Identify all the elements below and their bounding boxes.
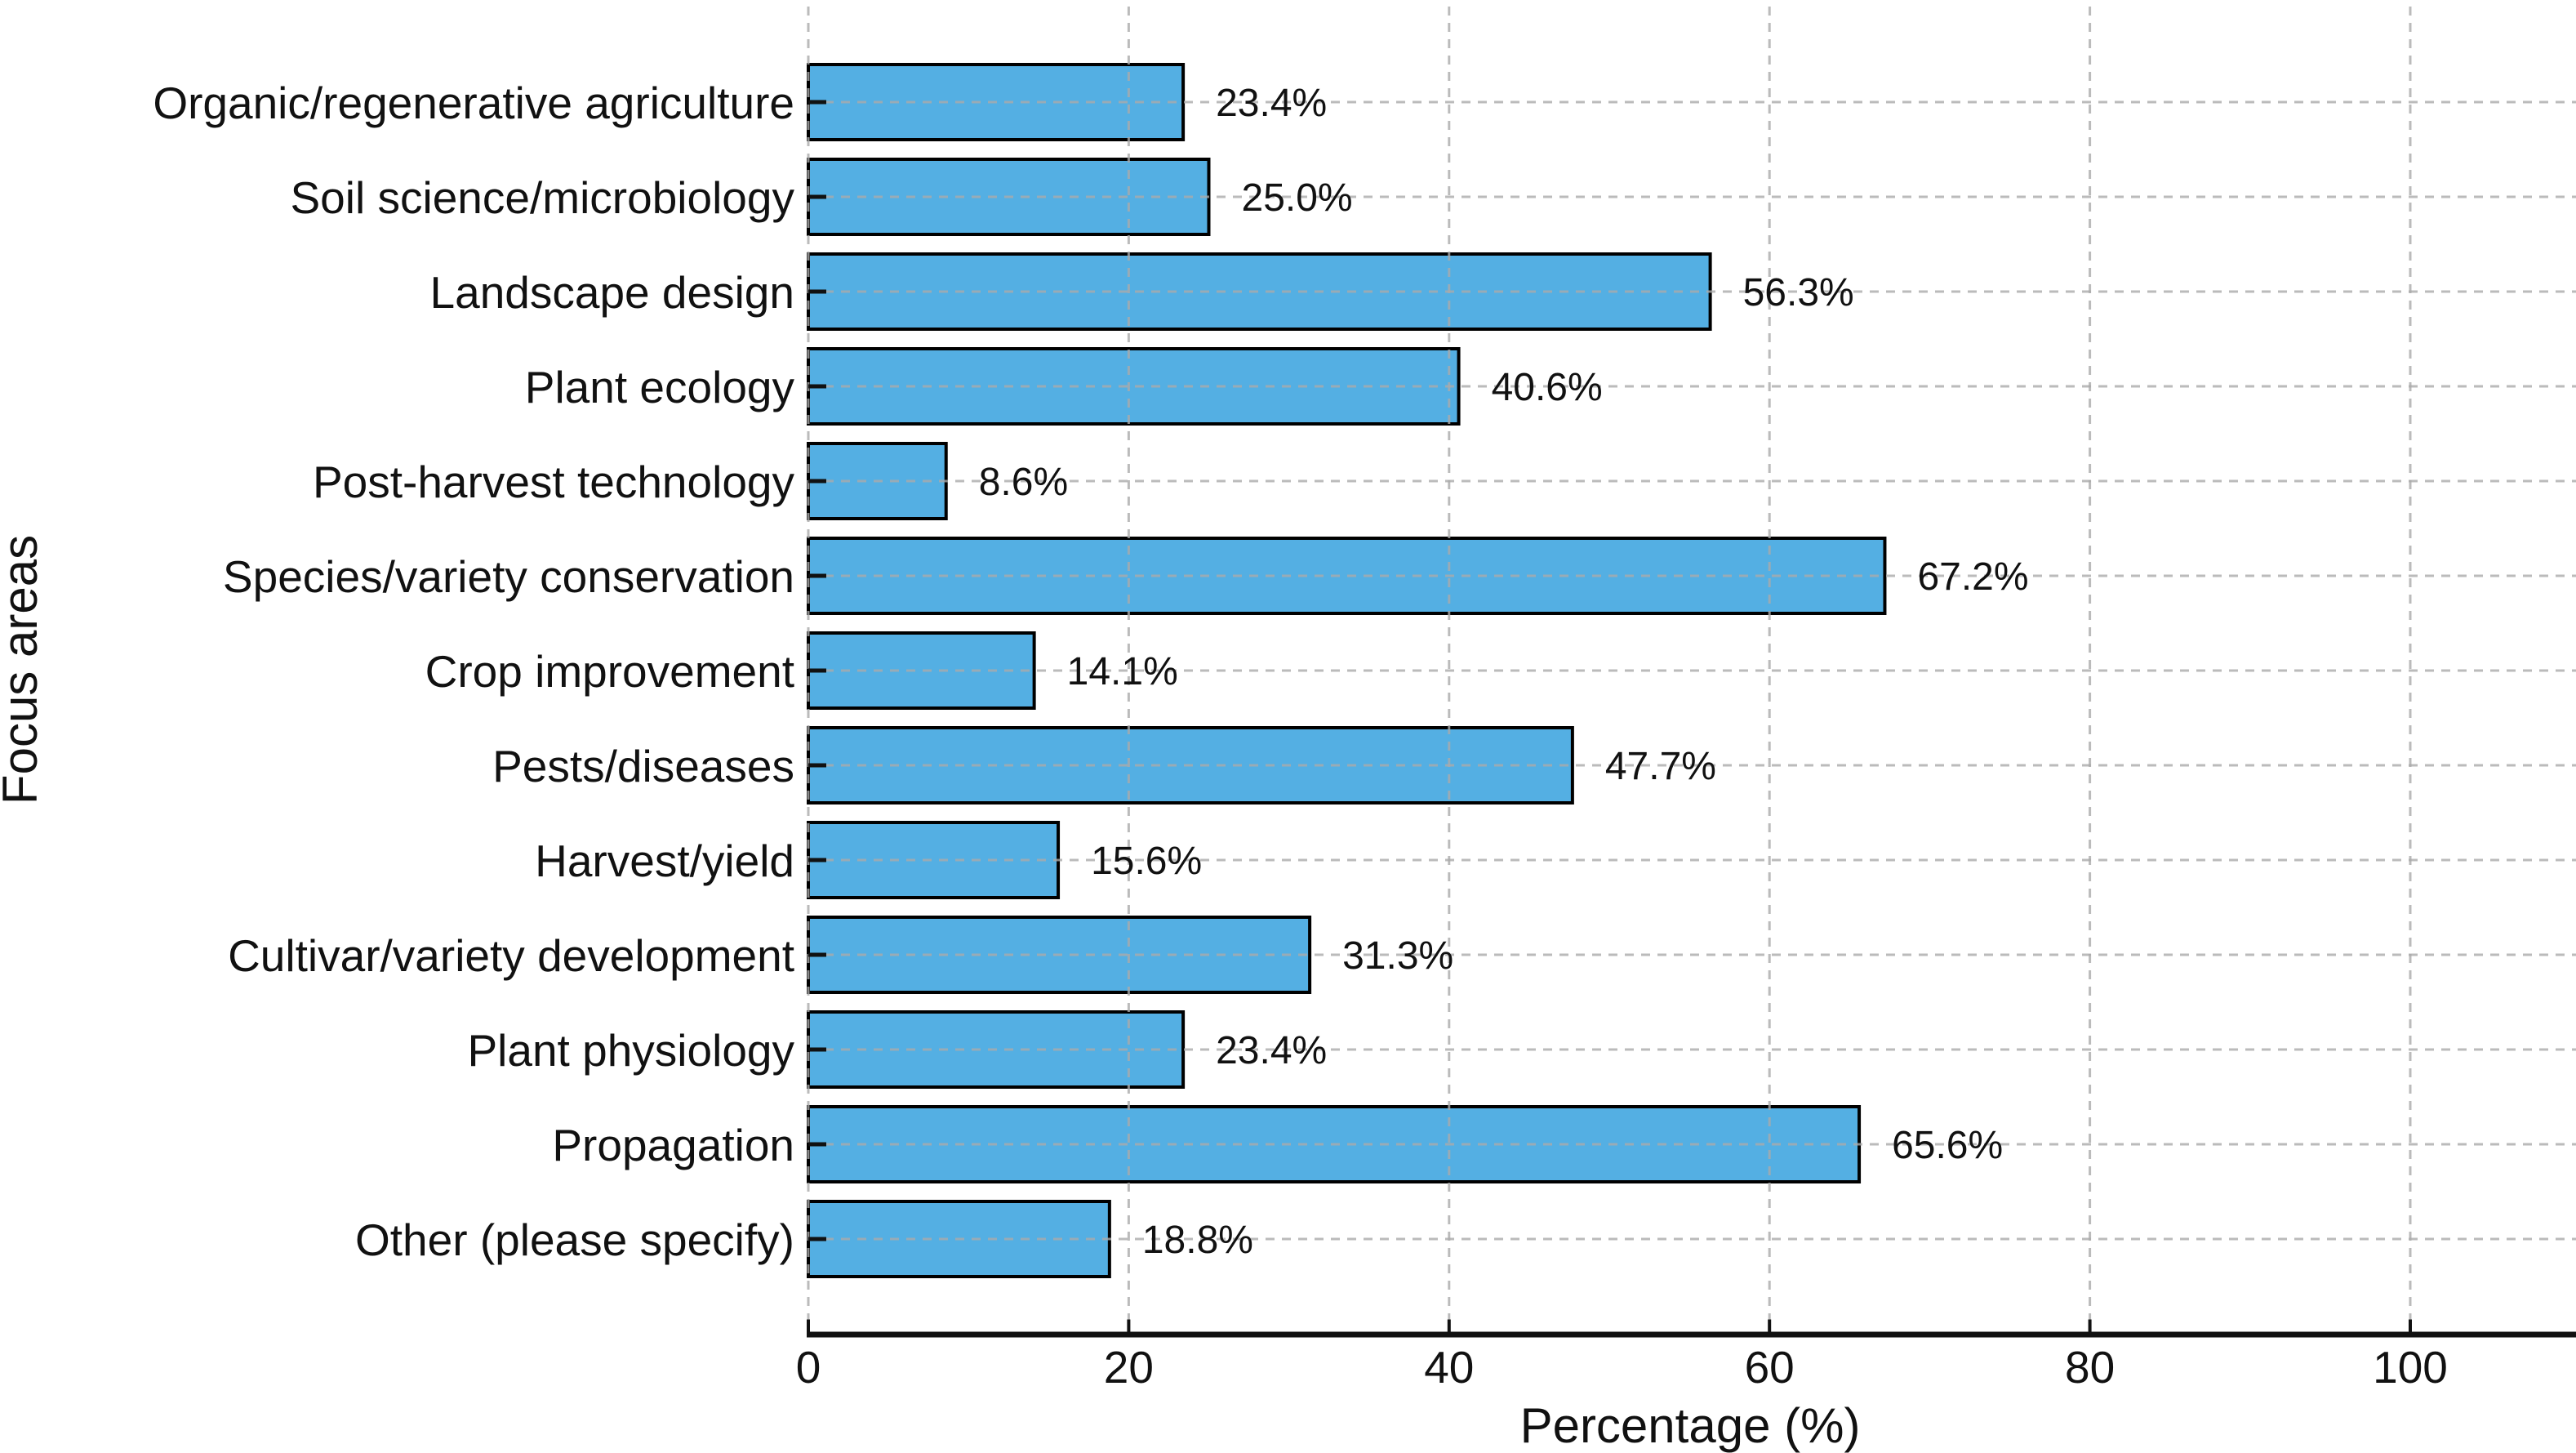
x-tick-label: 40 xyxy=(1424,1342,1474,1393)
bar-value-label: 31.3% xyxy=(1342,934,1453,978)
category-label: Organic/regenerative agriculture xyxy=(153,78,794,128)
x-tick-label: 100 xyxy=(2373,1342,2448,1393)
category-label: Propagation xyxy=(552,1120,794,1170)
bar-value-label: 67.2% xyxy=(1917,555,2028,599)
bar-value-label: 15.6% xyxy=(1091,840,1202,883)
bar-value-label: 18.8% xyxy=(1142,1219,1253,1262)
category-label: Plant ecology xyxy=(525,362,795,412)
axis-layer xyxy=(807,100,2576,1338)
category-label: Crop improvement xyxy=(425,646,794,697)
bar-value-label: 56.3% xyxy=(1743,271,1854,314)
labels-layer: Organic/regenerative agriculture 23.4% Soi… xyxy=(153,78,2448,1393)
x-tick-label: 0 xyxy=(796,1342,821,1393)
category-label: Species/variety conservation xyxy=(223,551,794,602)
bar-value-label: 23.4% xyxy=(1216,82,1327,125)
x-tick-label: 60 xyxy=(1745,1342,1795,1393)
x-tick-label: 20 xyxy=(1104,1342,1154,1393)
category-label: Soil science/microbiology xyxy=(291,172,795,223)
bar-value-label: 8.6% xyxy=(979,461,1068,504)
category-label: Landscape design xyxy=(430,267,794,318)
bar-value-label: 47.7% xyxy=(1605,745,1716,788)
bar-value-label: 40.6% xyxy=(1492,366,1603,409)
y-axis-title: Focus areas xyxy=(0,535,47,804)
bar-value-label: 25.0% xyxy=(1242,176,1353,220)
bar-value-label: 65.6% xyxy=(1892,1124,2003,1167)
category-label: Post-harvest technology xyxy=(313,457,795,507)
category-label: Cultivar/variety development xyxy=(228,930,794,981)
category-label: Harvest/yield xyxy=(535,836,794,886)
category-label: Pests/diseases xyxy=(492,741,794,791)
bar-value-label: 23.4% xyxy=(1216,1029,1327,1072)
x-tick-label: 80 xyxy=(2065,1342,2115,1393)
category-label: Other (please specify) xyxy=(355,1215,794,1265)
bar-value-label: 14.1% xyxy=(1067,650,1178,693)
bar xyxy=(807,347,1461,426)
x-axis-title: Percentage (%) xyxy=(1520,1398,1861,1453)
category-label: Plant physiology xyxy=(467,1025,794,1076)
gridlines-layer xyxy=(807,7,2576,1332)
